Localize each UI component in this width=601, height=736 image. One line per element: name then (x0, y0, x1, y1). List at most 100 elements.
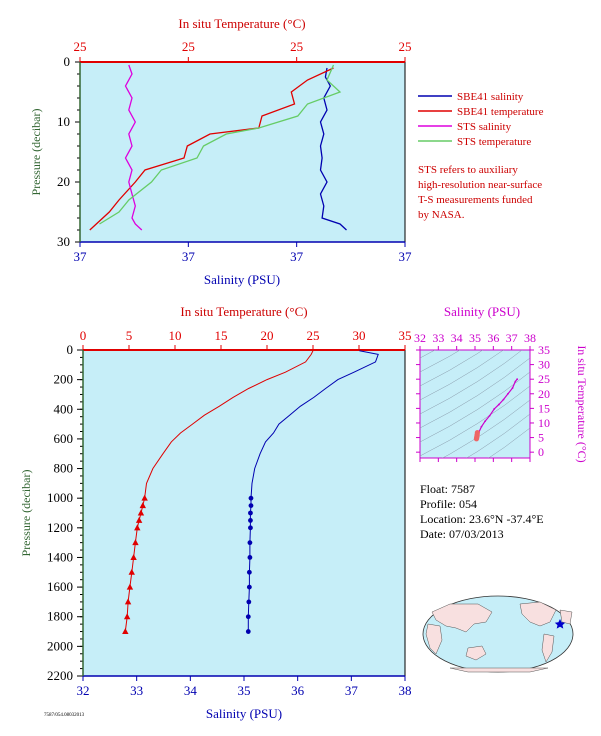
ts-point (488, 414, 491, 417)
ts-y-tick-label: 30 (538, 358, 550, 372)
main-sal-tick-label: 35 (238, 683, 251, 698)
main-y-tick-label: 1200 (47, 520, 73, 535)
ts-density-contour (420, 371, 530, 443)
ts-point (516, 378, 519, 381)
top-temp-tick-label: 25 (399, 39, 412, 54)
main-temp-tick-label: 25 (307, 328, 320, 343)
ts-x-tick-label: 32 (414, 331, 426, 345)
top-sal-tick-label: 37 (399, 249, 413, 264)
main-temperature-marker (139, 502, 146, 509)
top-sal-tick-label: 37 (182, 249, 196, 264)
ts-point (502, 398, 505, 401)
ts-density-contour (488, 427, 530, 458)
ts-density-contour (420, 350, 461, 373)
main-temp-tick-label: 30 (353, 328, 366, 343)
ts-x-tick-label: 36 (487, 331, 499, 345)
float-info: Float: 7587 Profile: 054 Location: 23.6°… (420, 482, 544, 541)
ts-x-tick-label: 35 (469, 331, 481, 345)
main-temp-tick-label: 0 (80, 328, 87, 343)
main-temperature-axis-title: In situ Temperature (°C) (180, 304, 307, 319)
main-sal-tick-label: 34 (184, 683, 198, 698)
top-y-tick-label: 30 (57, 234, 70, 249)
main-salinity-marker (246, 599, 252, 605)
top-y-tick-label: 20 (57, 174, 70, 189)
ts-density-contour (466, 413, 530, 458)
legend-label-sts-temperature: STS temperature (457, 136, 531, 148)
footer-code: 7587/054.08032013 (44, 713, 85, 718)
ts-y-tick-label: 5 (538, 431, 544, 445)
top-series-group (89, 64, 347, 231)
main-temperature-marker (137, 509, 145, 516)
main-salinity-marker (247, 555, 253, 560)
main-temperature-marker (126, 583, 134, 590)
main-temperature-marker (128, 568, 135, 575)
ts-density-contour (420, 357, 530, 429)
ts-y-tick-label: 0 (538, 445, 544, 459)
main-salinity-marker (247, 540, 253, 546)
date: Date: 07/03/2013 (420, 527, 504, 541)
legend-label-sbe-temperature: SBE41 temperature (457, 106, 544, 118)
main-y-tick-label: 1800 (47, 609, 73, 624)
main-salinity-axis-title: Salinity (PSU) (206, 706, 282, 721)
location: Location: 23.6°N -37.4°E (420, 512, 544, 526)
ts-y-tick-label: 10 (538, 416, 550, 430)
ts-point (493, 408, 496, 410)
ts-density-contour (420, 350, 484, 387)
main-temp-tick-label: 20 (261, 328, 274, 343)
main-plot-area (82, 349, 406, 677)
top-temp-tick-label: 25 (74, 39, 87, 54)
float-position-marker (554, 619, 566, 629)
main-salinity-marker (248, 518, 253, 523)
top-profile-panel: In situ Temperature (°C) Salinity (PSU) … (29, 16, 412, 287)
ts-point (484, 420, 486, 423)
top-pressure-axis-title: Pressure (decibar) (29, 109, 43, 196)
top-sal-tick-label: 37 (74, 249, 88, 264)
main-salinity-marker (245, 614, 251, 620)
ts-density-contour (420, 350, 523, 415)
landmass-north-america (519, 601, 557, 627)
main-salinity-marker (248, 525, 253, 531)
world-map (422, 595, 574, 673)
ts-y-tick-label: 15 (538, 401, 550, 415)
main-y-tick-label: 1400 (47, 549, 73, 564)
ts-point (480, 425, 483, 428)
landmass-europe (559, 609, 573, 625)
main-axis-ticks: 0200400600800100012001400160018002000220… (47, 328, 412, 698)
main-y-tick-label: 2000 (47, 638, 73, 653)
legend-label-sbe-salinity: SBE41 salinity (457, 91, 524, 103)
ts-density-contour (420, 350, 504, 401)
main-salinity-line (247, 350, 379, 632)
ts-density-contour (420, 350, 436, 359)
top-y-tick-label: 0 (64, 54, 71, 69)
main-temp-tick-label: 35 (399, 328, 412, 343)
top-temp-tick-label: 25 (290, 39, 303, 54)
main-temp-tick-label: 10 (169, 328, 182, 343)
ts-salinity-axis-title: Salinity (PSU) (444, 304, 520, 319)
main-y-tick-label: 800 (54, 461, 74, 476)
legend: SBE41 salinity SBE41 temperature STS sal… (418, 91, 544, 221)
landmass-africa (425, 623, 443, 655)
main-salinity-marker (246, 584, 252, 590)
float-id: Float: 7587 (420, 482, 475, 496)
main-sal-tick-label: 32 (77, 683, 90, 698)
main-temperature-marker (130, 553, 137, 560)
top-salinity-axis-title: Salinity (PSU) (204, 272, 280, 287)
main-temp-tick-label: 15 (215, 328, 228, 343)
main-salinity-marker (245, 629, 251, 634)
main-y-tick-label: 600 (54, 431, 74, 446)
main-y-tick-label: 0 (67, 342, 74, 357)
main-temperature-marker (135, 516, 143, 523)
ts-x-tick-label: 38 (524, 331, 536, 345)
sts-note-line-3: T-S measurements funded (418, 194, 533, 206)
main-sal-tick-label: 36 (291, 683, 305, 698)
ts-x-tick-label: 37 (506, 331, 518, 345)
main-temperature-marker (134, 524, 141, 531)
landmass-south-america (541, 633, 555, 663)
main-sal-tick-label: 33 (130, 683, 143, 698)
top-series-sts-salinity (124, 64, 143, 231)
ts-temperature-axis-title: In situ Temperature (°C) (575, 345, 589, 462)
main-y-tick-label: 1000 (47, 490, 73, 505)
sts-note-line-1: STS refers to auxiliary (418, 164, 518, 176)
main-series-group (122, 350, 379, 635)
main-y-tick-label: 2200 (47, 668, 73, 683)
